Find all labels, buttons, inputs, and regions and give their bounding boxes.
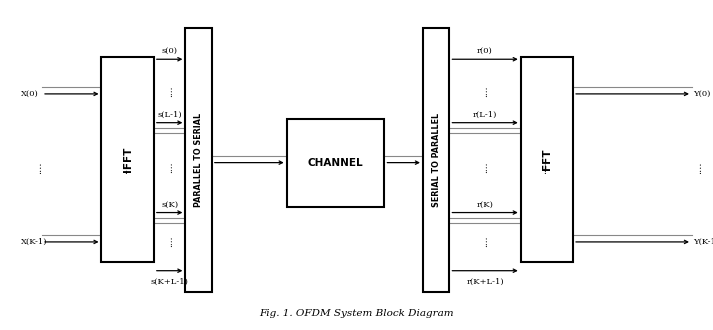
- Text: ....: ....: [481, 236, 490, 248]
- Text: ....: ....: [120, 162, 128, 174]
- Text: s(0): s(0): [162, 47, 178, 55]
- Text: ....: ....: [165, 162, 174, 173]
- Text: CHANNEL: CHANNEL: [308, 158, 364, 168]
- Text: PARALLEL TO SERIAL: PARALLEL TO SERIAL: [194, 113, 203, 207]
- Bar: [185, 27, 212, 292]
- Text: r(L-1): r(L-1): [473, 111, 497, 119]
- Text: X(0): X(0): [21, 90, 39, 98]
- Text: ....: ....: [481, 85, 490, 97]
- Text: FFT: FFT: [542, 149, 552, 170]
- Text: SERIAL TO PARALLEL: SERIAL TO PARALLEL: [431, 113, 441, 207]
- Bar: [101, 57, 154, 262]
- Bar: [423, 27, 449, 292]
- Text: X(K-1): X(K-1): [21, 238, 48, 246]
- Text: r(0): r(0): [477, 47, 493, 55]
- Text: ....: ....: [694, 162, 704, 174]
- Text: ....: ....: [539, 162, 548, 174]
- Bar: [520, 57, 573, 262]
- Text: s(K): s(K): [161, 201, 178, 209]
- Text: Y(0): Y(0): [693, 90, 711, 98]
- Text: ....: ....: [481, 162, 490, 173]
- Text: Fig. 1. OFDM System Block Diagram: Fig. 1. OFDM System Block Diagram: [260, 310, 453, 318]
- Bar: [287, 118, 384, 207]
- Text: s(K+L-1): s(K+L-1): [150, 278, 188, 286]
- Text: ....: ....: [165, 85, 174, 97]
- Text: ....: ....: [165, 236, 174, 248]
- Text: r(K+L-1): r(K+L-1): [466, 278, 504, 286]
- Text: ....: ....: [34, 162, 43, 174]
- Text: r(K): r(K): [476, 201, 493, 209]
- Text: s(L-1): s(L-1): [158, 111, 182, 119]
- Text: Y(K-1): Y(K-1): [693, 238, 713, 246]
- Text: IFFT: IFFT: [123, 147, 133, 172]
